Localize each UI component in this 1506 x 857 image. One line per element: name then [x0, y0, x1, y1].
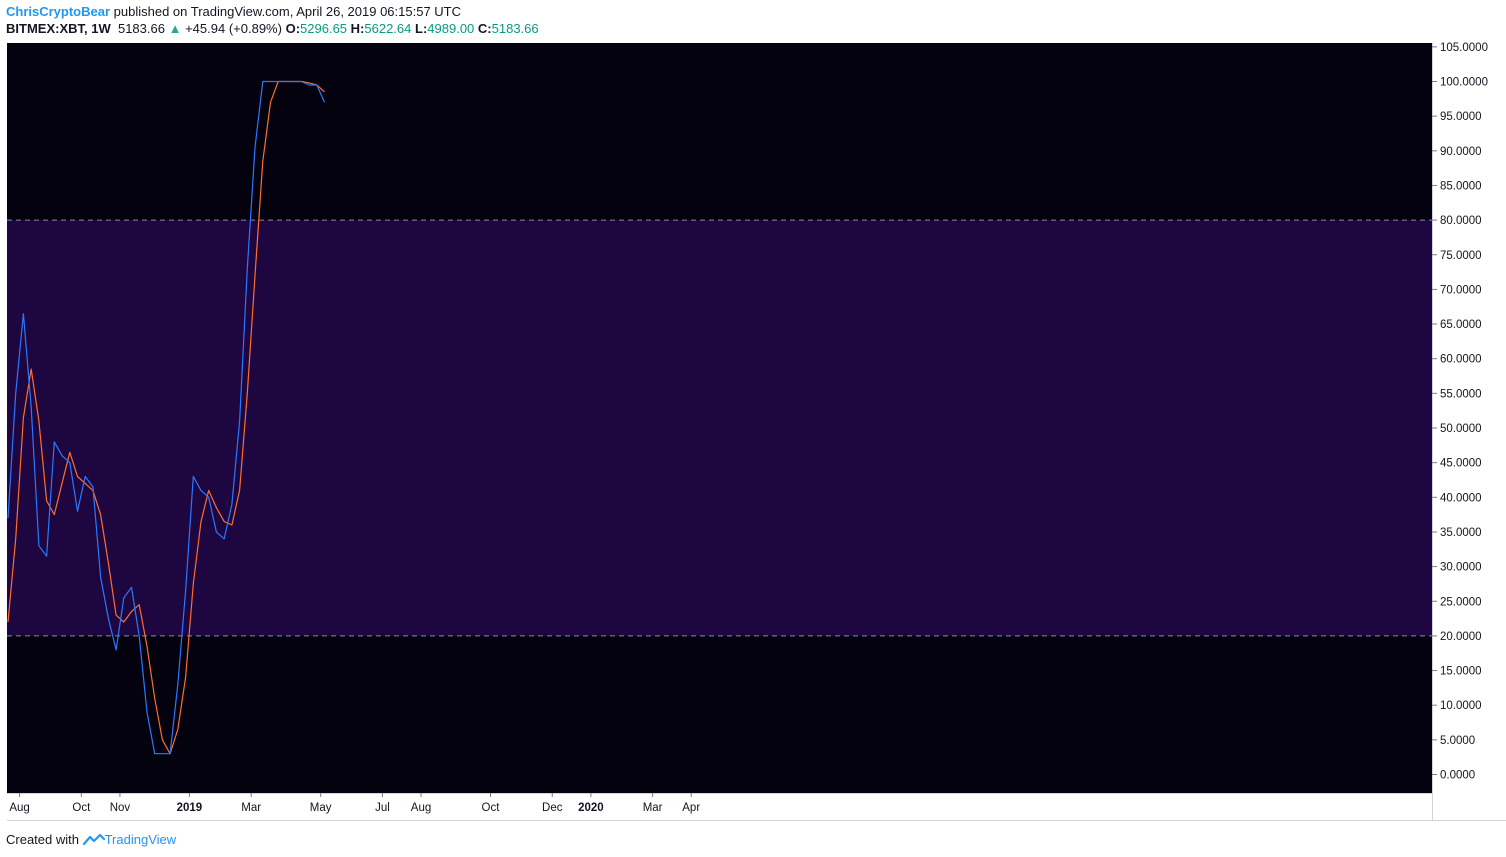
x-axis-labels: Aug Oct Nov 2019 Mar May Jul Aug Oct Dec 2020 Mar Ap… [9, 793, 700, 814]
x-tick-label: May [310, 802, 332, 814]
y-tick-label: 40.0000 [1440, 492, 1482, 504]
footer: Created with TradingView [6, 832, 176, 847]
y-tick-label: 20.0000 [1440, 631, 1482, 643]
low-label: L: [415, 21, 428, 36]
up-arrow-icon: ▲ [168, 21, 182, 36]
y-tick-label: 80.0000 [1440, 215, 1482, 227]
y-tick-label: 25.0000 [1440, 596, 1482, 608]
created-with-text: Created with [6, 832, 83, 847]
x-tick-label: Oct [72, 802, 91, 814]
x-tick-label: Jul [375, 802, 390, 814]
price-axis[interactable] [1432, 43, 1506, 793]
x-tick-label: Aug [9, 802, 29, 814]
x-tick-label: 2020 [578, 802, 604, 814]
price-change: +45.94 (+0.89%) [185, 21, 282, 36]
tradingview-link[interactable]: TradingView [104, 832, 177, 847]
y-tick-label: 100.0000 [1440, 77, 1488, 89]
tradingview-logo-icon [82, 833, 105, 846]
y-tick-label: 50.0000 [1440, 423, 1482, 435]
publish-info: ChrisCryptoBear published on TradingView… [6, 4, 461, 19]
x-tick-label: 2019 [177, 802, 203, 814]
high-label: H: [350, 21, 365, 36]
y-tick-label: 35.0000 [1440, 527, 1482, 539]
low-value: 4989.00 [427, 21, 475, 36]
y-tick-label: 105.0000 [1440, 42, 1488, 54]
y-tick-label: 45.0000 [1440, 458, 1482, 470]
series-line-d [7, 80, 325, 755]
x-tick-label: Dec [542, 802, 563, 814]
y-tick-label: 85.0000 [1440, 180, 1482, 192]
y-tick-label: 30.0000 [1440, 562, 1482, 574]
y-tick-label: 65.0000 [1440, 319, 1482, 331]
y-tick-label: 0.0000 [1440, 770, 1475, 782]
open-value: 5296.65 [300, 21, 348, 36]
y-tick-label: 75.0000 [1440, 250, 1482, 262]
y-tick-label: 55.0000 [1440, 388, 1482, 400]
published-text: published on TradingView.com, April 26, … [110, 4, 462, 19]
y-tick-label: 70.0000 [1440, 284, 1482, 296]
author-link[interactable]: ChrisCryptoBear [6, 4, 111, 19]
x-tick-label: Mar [643, 802, 663, 814]
symbol-info: BITMEX:XBT, 1W 5183.66 ▲ +45.94 (+0.89%)… [6, 21, 539, 36]
last-price: 5183.66 [117, 21, 165, 36]
symbol-name: BITMEX:XBT, 1W [6, 21, 111, 36]
time-axis[interactable] [7, 793, 1432, 820]
close-label: C: [477, 21, 492, 36]
overbought-oversold-band [7, 220, 1432, 636]
series-line-k [7, 80, 326, 755]
y-tick-label: 10.0000 [1440, 700, 1482, 712]
x-tick-label: Nov [110, 802, 131, 814]
y-tick-label: 60.0000 [1440, 354, 1482, 366]
x-tick-label: Apr [682, 802, 700, 814]
y-tick-label: 15.0000 [1440, 666, 1482, 678]
series-group [7, 80, 326, 755]
high-value: 5622.64 [364, 21, 412, 36]
x-tick-label: Aug [411, 802, 431, 814]
y-tick-label: 90.0000 [1440, 146, 1482, 158]
y-tick-label: 5.0000 [1440, 735, 1475, 747]
x-tick-label: Oct [482, 802, 501, 814]
open-label: O: [285, 21, 301, 36]
y-axis-labels: 105.0000 100.0000 95.0000 90.0000 85.0000 80.… [1432, 42, 1488, 782]
close-value: 5183.66 [491, 21, 539, 36]
y-tick-label: 95.0000 [1440, 111, 1482, 123]
x-tick-label: Mar [241, 802, 261, 814]
